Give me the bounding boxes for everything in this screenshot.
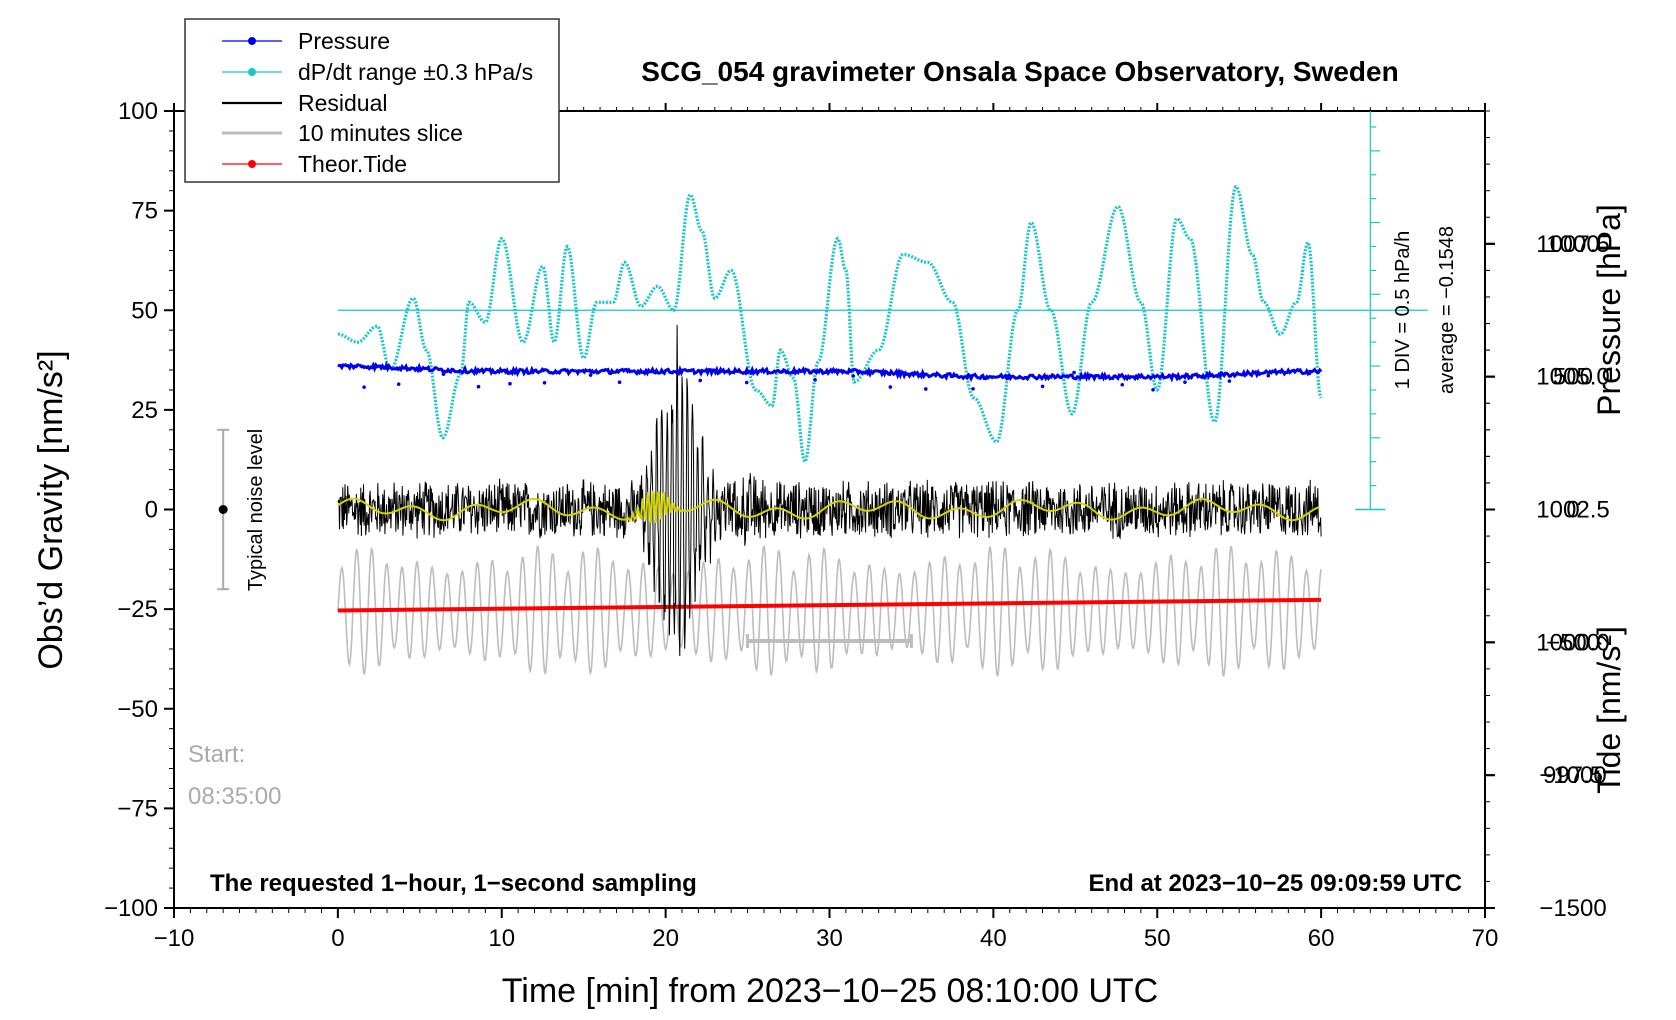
noise-label: Typical noise level bbox=[245, 429, 267, 591]
pressure-point bbox=[1307, 371, 1312, 376]
legend-pressure-marker bbox=[248, 37, 256, 45]
tide-tick-label: −1000 bbox=[1539, 762, 1606, 789]
pressure-point bbox=[1227, 379, 1232, 383]
pressure-point bbox=[744, 380, 749, 385]
start-label: Start: bbox=[188, 741, 245, 768]
legend: Pressure dP/dt range ±0.3 hPa/s Residual… bbox=[184, 18, 560, 183]
pressure-point bbox=[923, 387, 928, 391]
dpdt-line bbox=[337, 184, 1323, 465]
axes-group: −10 0 10 20 30 40 50 60 701007550250−25−50−75−10… bbox=[104, 98, 1610, 952]
x-tick-label: 0 bbox=[331, 925, 344, 952]
y-tick-label: −100 bbox=[104, 895, 158, 922]
y-tick-label: −25 bbox=[117, 596, 158, 623]
pressure-point bbox=[588, 373, 593, 377]
pressure-point bbox=[971, 387, 975, 391]
x-tick-label: 70 bbox=[1472, 925, 1499, 952]
tide-tick-label: −500 bbox=[1546, 629, 1600, 656]
tide-tick-label: 0 bbox=[1566, 497, 1579, 524]
x-tick-label: 50 bbox=[1144, 925, 1171, 952]
pressure-point bbox=[1266, 373, 1271, 378]
legend-tide-label: Theor.Tide bbox=[298, 151, 407, 177]
legend-slice-label: 10 minutes slice bbox=[298, 120, 463, 146]
y-tick-label: 25 bbox=[131, 397, 158, 424]
x-axis-label: Time [min] from 2023−10−25 08:10:00 UTC bbox=[502, 972, 1158, 1010]
noise-center-dot bbox=[218, 505, 228, 514]
pressure-point bbox=[1040, 384, 1045, 389]
legend-dpdt-marker bbox=[248, 68, 256, 76]
x-tick-label: 20 bbox=[652, 925, 679, 952]
div-label: 1 DIV = 0.5 hPa/h bbox=[1392, 231, 1414, 389]
y-tick-label: 0 bbox=[145, 497, 158, 524]
pressure-point bbox=[1183, 380, 1187, 384]
tide-axis-label: Tide [nm/s²] bbox=[1591, 626, 1627, 794]
pressure-tick-label: 1000.0 bbox=[1536, 629, 1609, 656]
pressure-point bbox=[362, 385, 366, 389]
tide-tick-label: −1500 bbox=[1539, 895, 1606, 922]
pressure-tick-label: 1007.5 bbox=[1536, 231, 1609, 258]
sampling-text: The requested 1−hour, 1−second sampling bbox=[210, 870, 697, 897]
x-tick-label: 40 bbox=[980, 925, 1007, 952]
pressure-point bbox=[698, 378, 702, 383]
pressure-tick-label: 1002.5 bbox=[1536, 497, 1609, 524]
average-label: average = −0.1548 bbox=[1436, 226, 1458, 394]
pressure-point bbox=[670, 370, 674, 375]
pressure-point bbox=[813, 378, 817, 382]
legend-box bbox=[184, 18, 560, 183]
y-tick-label: −50 bbox=[117, 696, 158, 723]
legend-dpdt-label: dP/dt range ±0.3 hPa/s bbox=[298, 59, 533, 85]
legend-residual-label: Residual bbox=[298, 90, 388, 116]
end-text: End at 2023−10−25 09:09:59 UTC bbox=[1088, 870, 1462, 897]
tide-line bbox=[337, 597, 1322, 613]
pressure-point bbox=[617, 380, 622, 385]
pressure-point bbox=[1072, 370, 1076, 375]
tide-tick-label: 500 bbox=[1553, 364, 1593, 391]
pressure-tick-label: 1005.0 bbox=[1536, 364, 1609, 391]
y-axis-label: Obs’d Gravity [nm/s²] bbox=[32, 350, 70, 669]
pressure-point bbox=[1120, 382, 1125, 387]
slice-gray-line bbox=[337, 545, 1322, 677]
x-tick-label: −10 bbox=[154, 925, 195, 952]
pressure-point bbox=[851, 374, 855, 378]
pressure-point bbox=[542, 380, 547, 385]
pressure-point bbox=[508, 381, 512, 386]
residual-line bbox=[337, 324, 1322, 657]
y-tick-label: 75 bbox=[131, 198, 158, 225]
pressure-tick-label: 997.5 bbox=[1543, 762, 1603, 789]
lowpass-line bbox=[337, 490, 1320, 524]
x-tick-label: 60 bbox=[1308, 925, 1335, 952]
pressure-point bbox=[1005, 376, 1010, 381]
pressure-axis-label: Pressure [hPa] bbox=[1591, 204, 1627, 416]
pressure-point bbox=[888, 385, 893, 389]
y-tick-label: 100 bbox=[118, 98, 158, 125]
pressure-point bbox=[476, 384, 481, 389]
legend-tide-marker bbox=[248, 160, 256, 168]
y-tick-label: −75 bbox=[117, 795, 158, 822]
pressure-point bbox=[1151, 387, 1155, 392]
pressure-point bbox=[780, 369, 785, 374]
start-time: 08:35:00 bbox=[188, 783, 281, 810]
x-tick-label: 30 bbox=[816, 925, 843, 952]
pressure-point bbox=[396, 382, 401, 386]
tide-tick-label: 1000 bbox=[1546, 231, 1599, 258]
legend-pressure-label: Pressure bbox=[298, 28, 390, 54]
y-tick-label: 50 bbox=[131, 297, 158, 324]
pressure-point bbox=[441, 372, 446, 376]
series-group bbox=[217, 111, 1428, 677]
x-tick-label: 10 bbox=[488, 925, 515, 952]
pressure-line bbox=[337, 361, 1323, 383]
chart-title: SCG_054 gravimeter Onsala Space Observat… bbox=[641, 56, 1398, 87]
